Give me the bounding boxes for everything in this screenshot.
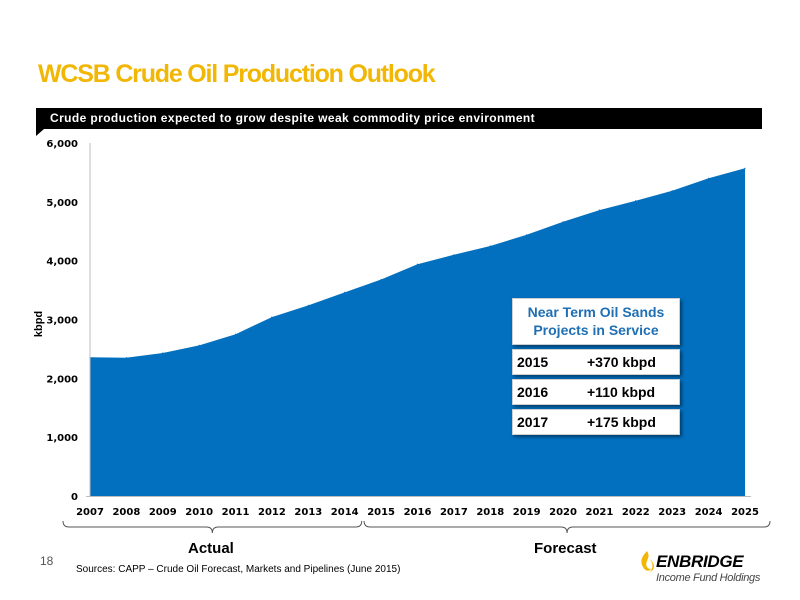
x-tick-label: 2008 [112,507,140,518]
logo-flame-icon [641,551,654,572]
banner-notch [36,129,44,136]
data-point [526,234,528,236]
y-tick-label: 4,000 [46,257,78,268]
x-tick-label: 2025 [731,507,759,518]
callout-value: +370 kbpd [587,354,656,370]
callout-year: 2016 [517,384,549,400]
data-point [708,177,710,179]
x-tick-label: 2012 [258,507,286,518]
data-point [125,357,127,359]
data-point [635,200,637,202]
x-tick-label: 2017 [440,507,468,518]
y-tick-label: 1,000 [46,433,78,444]
page-number: 18 [40,554,54,568]
callout-title: Near Term Oil Sands Projects in Service [512,298,680,345]
data-point [307,304,309,306]
logo-wordmark: ENBRIDGE [656,552,744,571]
y-tick-label: 6,000 [46,139,78,150]
forecast-label: Forecast [534,540,597,557]
data-point [416,263,419,265]
y-tick-label: 0 [71,492,78,503]
data-point [744,167,746,169]
data-point [453,254,455,256]
callout-year: 2015 [517,354,549,370]
x-tick-label: 2011 [222,507,250,518]
callout-value: +175 kbpd [587,414,656,430]
actual-brace [62,520,363,534]
x-tick-label: 2022 [622,507,650,518]
x-tick-label: 2019 [513,507,541,518]
x-tick-label: 2013 [294,507,322,518]
x-tick-label: 2015 [367,507,395,518]
data-point [671,190,673,192]
banner-text: Crude production expected to grow despit… [50,111,536,125]
subtitle-banner: Crude production expected to grow despit… [36,108,762,129]
x-tick-label: 2018 [476,507,504,518]
callout-row: 2016 +110 kbpd [512,379,680,405]
x-tick-label: 2010 [185,507,213,518]
data-point [598,209,601,211]
actual-label: Actual [188,540,234,557]
data-point [344,291,346,293]
x-tick-label: 2007 [76,507,104,518]
data-point [562,221,564,223]
data-point [489,245,491,247]
x-tick-label: 2009 [149,507,177,518]
x-tick-label: 2021 [586,507,614,518]
projects-callout: Near Term Oil Sands Projects in Service … [512,298,680,435]
x-tick-label: 2023 [658,507,686,518]
callout-row: 2015 +370 kbpd [512,349,680,375]
x-tick-label: 2014 [331,507,359,518]
company-logo: ENBRIDGE Income Fund Holdings [638,548,768,588]
data-point [271,316,273,318]
x-tick-label: 2024 [695,507,723,518]
y-tick-label: 5,000 [46,198,78,209]
sources-note: Sources: CAPP – Crude Oil Forecast, Mark… [76,564,401,575]
data-point [380,278,382,281]
x-tick-label: 2016 [404,507,432,518]
logo-subtitle: Income Fund Holdings [656,572,761,584]
y-tick-label: 3,000 [46,316,78,327]
y-axis-label: kbpd [33,310,46,338]
page-title: WCSB Crude Oil Production Outlook [38,60,436,88]
y-tick-label: 2,000 [46,374,78,385]
x-tick-label: 2020 [549,507,577,518]
forecast-brace [363,520,771,534]
callout-year: 2017 [517,414,549,430]
callout-row: 2017 +175 kbpd [512,409,680,435]
data-point [198,344,200,346]
data-point [162,352,164,354]
callout-value: +110 kbpd [587,384,656,400]
data-point [235,333,237,335]
